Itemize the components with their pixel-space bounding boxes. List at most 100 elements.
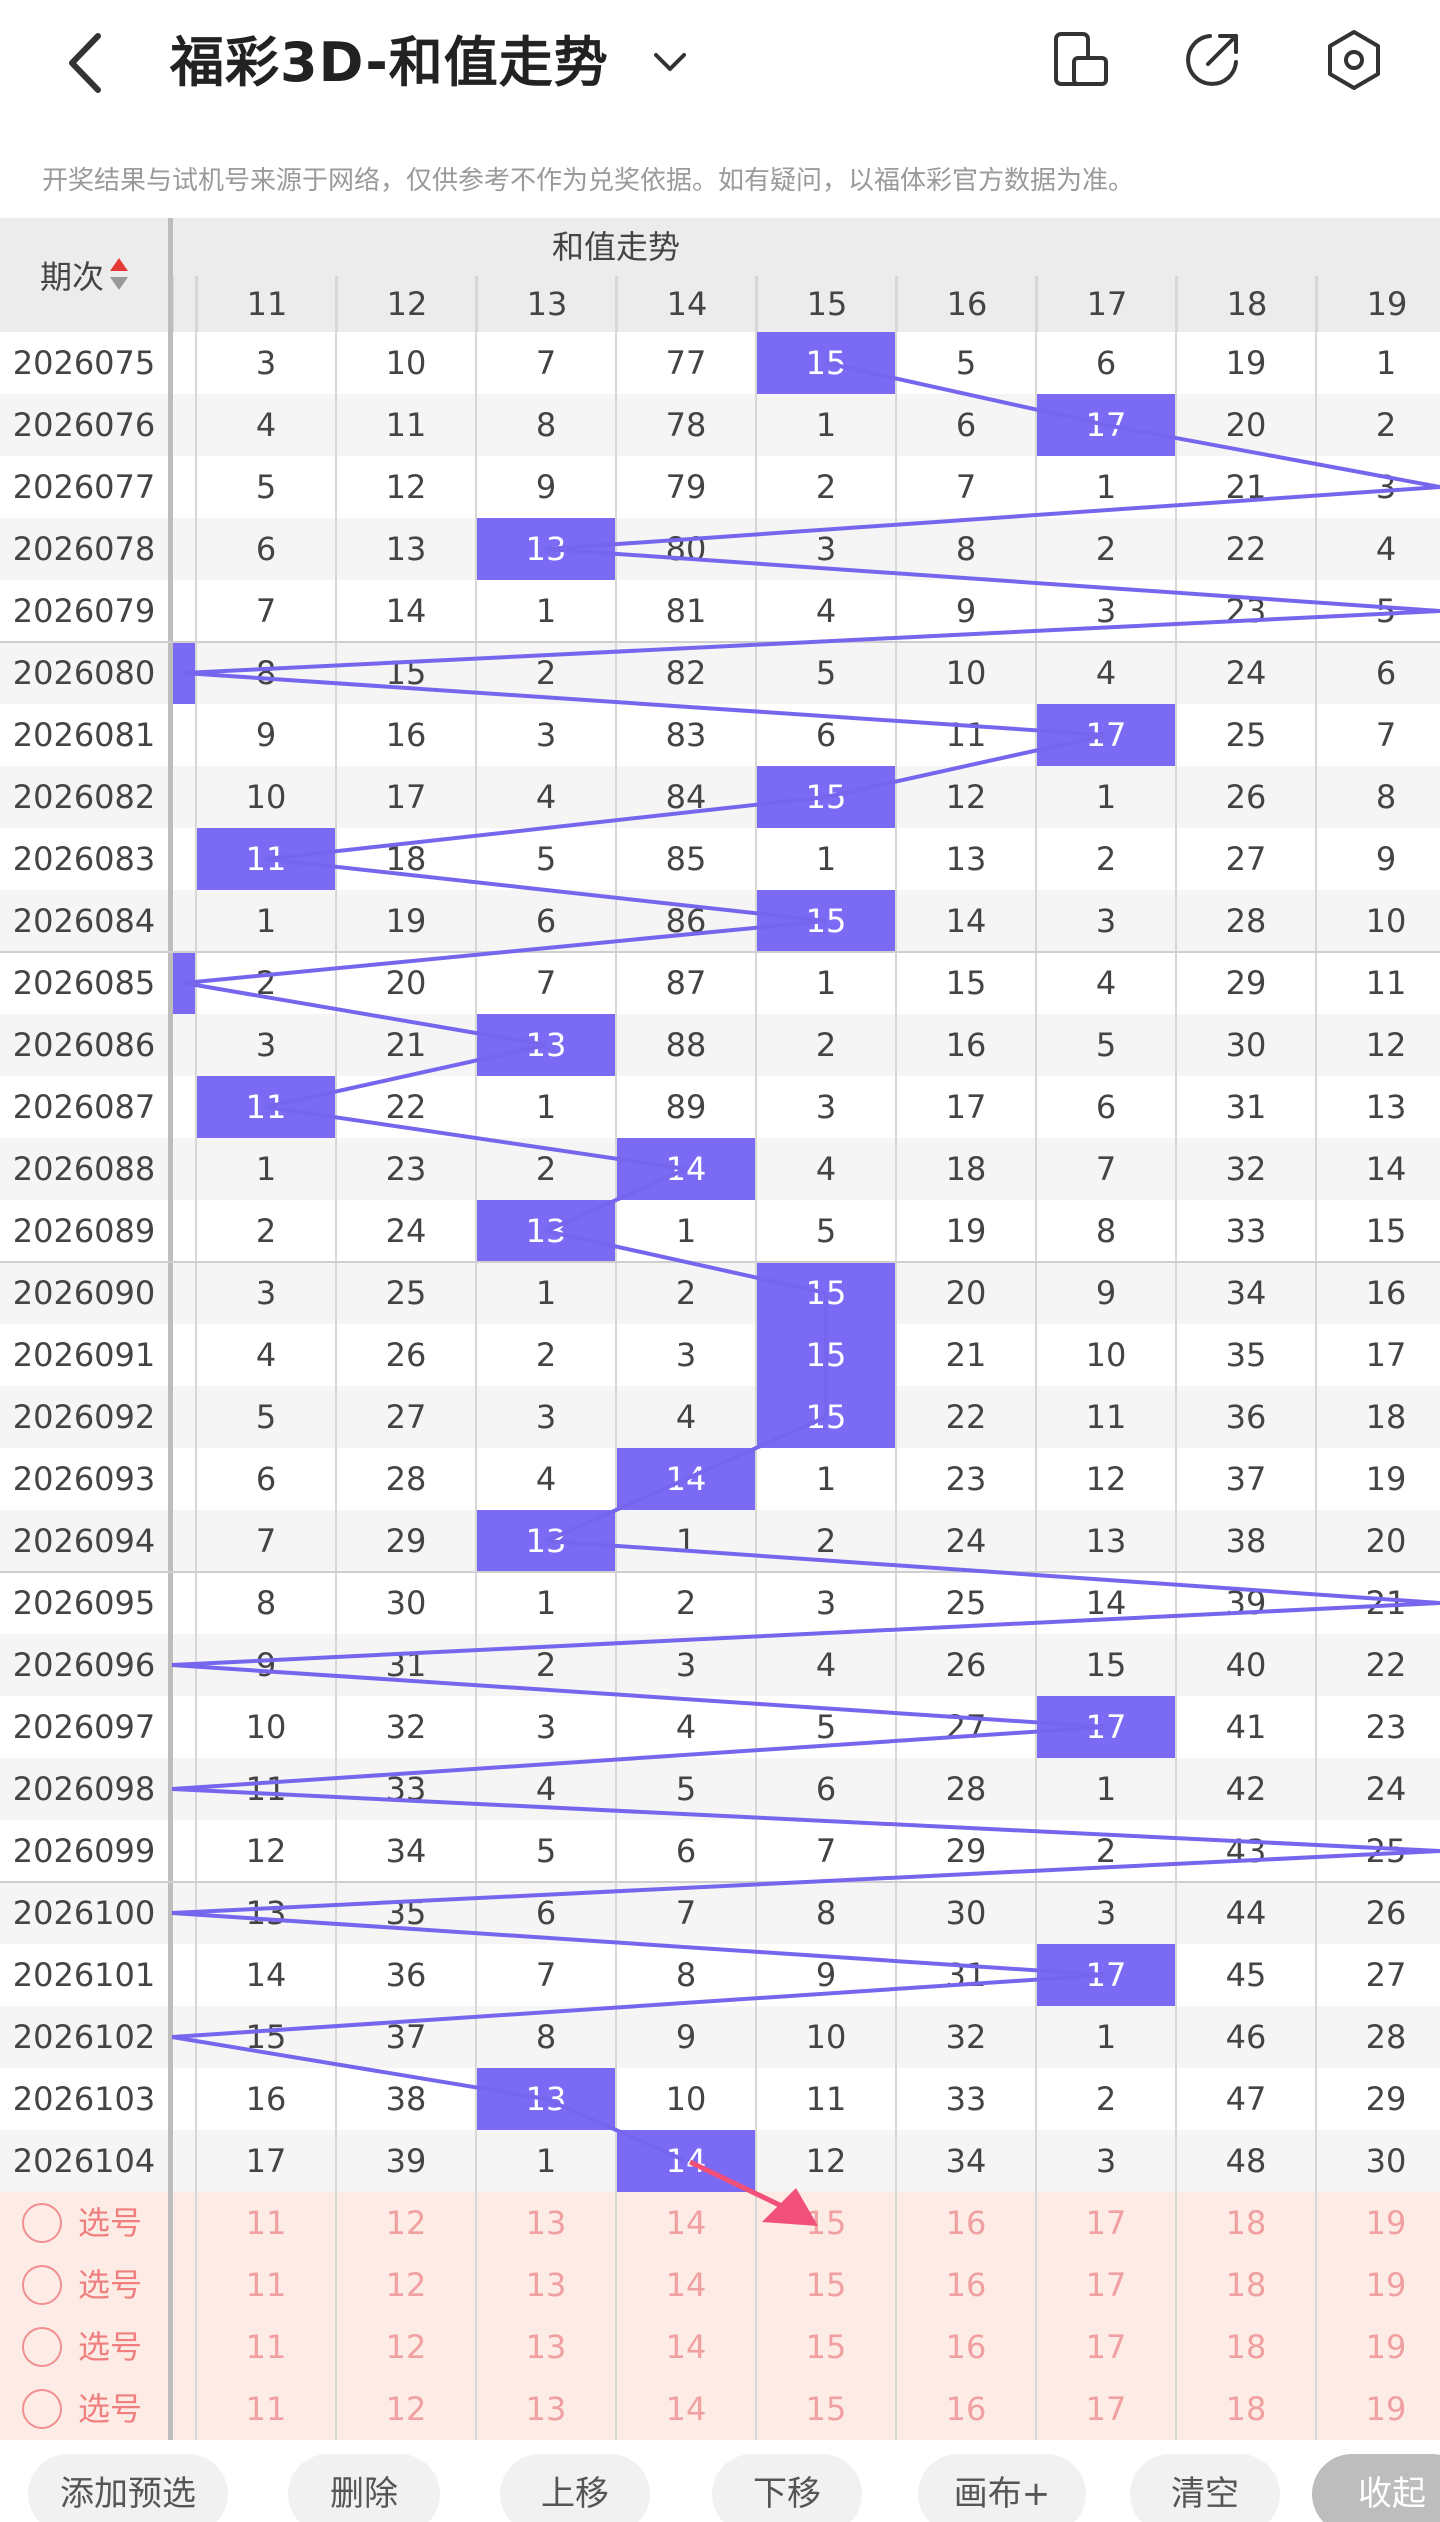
pick-number-cell[interactable]: 14 (665, 2328, 707, 2366)
hit-cell: 11 (196, 1076, 336, 1138)
value-cell: 1 (535, 1584, 557, 1622)
pick-number-cell[interactable]: 16 (945, 2328, 987, 2366)
value-cell: 85 (665, 840, 707, 878)
pick-label[interactable]: 选号 (78, 2328, 143, 2366)
pick-number-cell[interactable]: 12 (385, 2204, 427, 2242)
value-cell: 27 (945, 1708, 987, 1746)
pick-number-cell[interactable]: 19 (1365, 2266, 1407, 2304)
period-column-header[interactable]: 期次 (0, 218, 168, 332)
value-cell: 2 (675, 1274, 697, 1312)
pick-number-cell[interactable]: 13 (525, 2328, 567, 2366)
period-cell: 2026099 (12, 1832, 156, 1870)
value-cell: 20 (1225, 406, 1267, 444)
pick-number-cell[interactable]: 15 (805, 2266, 847, 2304)
pick-number-cell[interactable]: 17 (1085, 2390, 1127, 2428)
pick-number-cell[interactable]: 19 (1365, 2390, 1407, 2428)
radio-circle-icon[interactable] (22, 2327, 62, 2367)
radio-circle-icon[interactable] (22, 2203, 62, 2243)
pick-number-cell[interactable]: 11 (245, 2204, 287, 2242)
pick-row[interactable]: 选号 11 12 13 14 15 16 17 18 19 (0, 2316, 1440, 2378)
pick-number-cell[interactable]: 13 (525, 2390, 567, 2428)
period-cell: 2026095 (12, 1584, 156, 1622)
back-arrow-icon[interactable] (60, 28, 110, 98)
pick-number-cell[interactable]: 13 (525, 2266, 567, 2304)
pick-number-cell[interactable]: 17 (1085, 2266, 1127, 2304)
sum-column-header-18: 18 (1176, 276, 1316, 332)
value-cell: 1 (535, 1274, 557, 1312)
value-cell: 40 (1225, 1646, 1267, 1684)
value-cell: 10 (385, 344, 427, 382)
value-cell: 7 (815, 1832, 837, 1870)
pick-row[interactable]: 选号 11 12 13 14 15 16 17 18 19 (0, 2192, 1440, 2254)
value-cell: 10 (245, 778, 287, 816)
value-cell: 1 (1095, 1770, 1117, 1808)
period-cell: 2026079 (12, 592, 156, 630)
pick-number-cell[interactable]: 18 (1225, 2266, 1267, 2304)
share-icon[interactable] (1180, 28, 1244, 92)
pick-number-cell[interactable]: 16 (945, 2204, 987, 2242)
phone-landscape-icon[interactable] (1048, 28, 1112, 92)
column-divider (195, 276, 197, 2440)
value-cell: 5 (815, 1212, 837, 1250)
pick-number-cell[interactable]: 12 (385, 2390, 427, 2428)
value-cell: 20 (1365, 1522, 1407, 1560)
delete-button[interactable]: 删除 (288, 2454, 440, 2522)
pick-number-cell[interactable]: 19 (1365, 2328, 1407, 2366)
value-cell: 82 (665, 654, 707, 692)
pick-number-cell[interactable]: 18 (1225, 2390, 1267, 2428)
radio-circle-icon[interactable] (22, 2389, 62, 2429)
value-cell: 14 (1365, 1150, 1407, 1188)
pick-label[interactable]: 选号 (78, 2204, 143, 2242)
value-cell: 77 (665, 344, 707, 382)
pick-number-cell[interactable]: 11 (245, 2390, 287, 2428)
settings-hexagon-icon[interactable] (1322, 28, 1386, 92)
value-cell: 1 (815, 1460, 837, 1498)
value-cell: 29 (945, 1832, 987, 1870)
pick-label[interactable]: 选号 (78, 2266, 143, 2304)
pick-number-cell[interactable]: 18 (1225, 2328, 1267, 2366)
pick-row[interactable]: 选号 11 12 13 14 15 16 17 18 19 (0, 2378, 1440, 2440)
value-cell: 1 (815, 964, 837, 1002)
collapse-button[interactable]: 收起 (1312, 2454, 1440, 2522)
clear-button[interactable]: 清空 (1130, 2454, 1280, 2522)
move-up-button[interactable]: 上移 (500, 2454, 650, 2522)
pick-number-cell[interactable]: 17 (1085, 2328, 1127, 2366)
chevron-down-icon[interactable] (648, 40, 692, 84)
pick-number-cell[interactable]: 15 (805, 2390, 847, 2428)
radio-circle-icon[interactable] (22, 2265, 62, 2305)
page-title: 福彩3D-和值走势 (170, 31, 609, 94)
column-divider (1175, 276, 1177, 2440)
value-cell: 28 (385, 1460, 427, 1498)
sum-column-header-17: 17 (1036, 276, 1176, 332)
value-cell: 7 (1375, 716, 1397, 754)
pick-number-cell[interactable]: 11 (245, 2328, 287, 2366)
pick-number-cell[interactable]: 14 (665, 2390, 707, 2428)
value-cell: 3 (1095, 1894, 1117, 1932)
pick-number-cell[interactable]: 14 (665, 2204, 707, 2242)
pick-label[interactable]: 选号 (78, 2390, 143, 2428)
pick-number-cell[interactable]: 18 (1225, 2204, 1267, 2242)
add-preselect-button[interactable]: 添加预选 (28, 2454, 228, 2522)
pick-number-cell[interactable]: 11 (245, 2266, 287, 2304)
value-cell: 78 (665, 406, 707, 444)
pick-number-cell[interactable]: 13 (525, 2204, 567, 2242)
value-cell: 7 (535, 1956, 557, 1994)
pick-number-cell[interactable]: 12 (385, 2266, 427, 2304)
pick-number-cell[interactable]: 19 (1365, 2204, 1407, 2242)
pick-number-cell[interactable]: 15 (805, 2328, 847, 2366)
hit-cell: 17 (1036, 1696, 1176, 1758)
value-cell: 33 (945, 2080, 987, 2118)
value-cell: 7 (255, 1522, 277, 1560)
pick-number-cell[interactable]: 15 (805, 2204, 847, 2242)
value-cell: 3 (815, 1088, 837, 1126)
pick-number-cell[interactable]: 16 (945, 2266, 987, 2304)
move-down-button[interactable]: 下移 (712, 2454, 862, 2522)
pick-number-cell[interactable]: 12 (385, 2328, 427, 2366)
pick-number-cell[interactable]: 16 (945, 2390, 987, 2428)
pick-number-cell[interactable]: 17 (1085, 2204, 1127, 2242)
canvas-plus-button[interactable]: 画布+ (918, 2454, 1086, 2522)
pick-number-cell[interactable]: 14 (665, 2266, 707, 2304)
sum-trend-table: 期次 和值走势 11 12 13 14 15 16 17 18 19 2026075 3 10 7 77 15… (0, 218, 1440, 2440)
sort-icon[interactable] (110, 258, 128, 292)
pick-row[interactable]: 选号 11 12 13 14 15 16 17 18 19 (0, 2254, 1440, 2316)
